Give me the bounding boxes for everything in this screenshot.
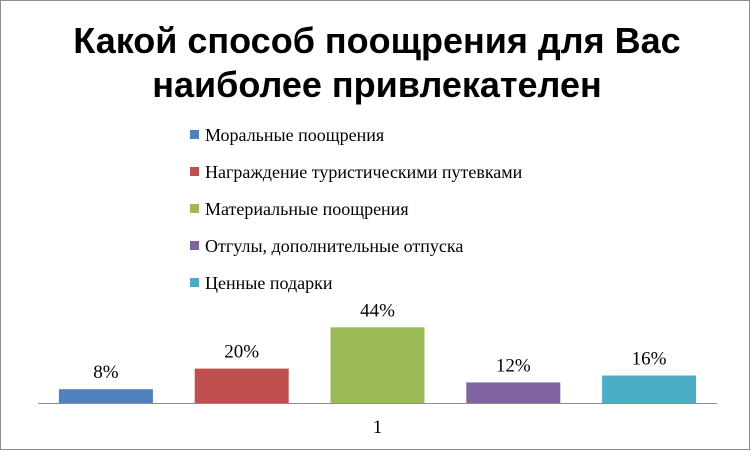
legend-swatch bbox=[190, 130, 199, 139]
data-label: 12% bbox=[496, 355, 531, 376]
legend-label: Награждение туристическими путевками bbox=[205, 162, 523, 182]
bar bbox=[194, 368, 289, 403]
legend-label: Моральные поощрения bbox=[205, 125, 385, 145]
legend-swatch bbox=[190, 241, 199, 250]
bar bbox=[602, 375, 697, 403]
legend-swatch bbox=[190, 278, 199, 287]
legend-swatch bbox=[190, 204, 199, 213]
data-label: 20% bbox=[224, 342, 259, 363]
legend-label: Материальные поощрения bbox=[205, 199, 409, 219]
bar bbox=[58, 389, 153, 403]
legend-label: Ценные подарки bbox=[205, 273, 333, 293]
chart-title-line-2: наиболее привлекателен bbox=[152, 64, 602, 105]
x-tick-label: 1 bbox=[373, 417, 383, 438]
data-label: 44% bbox=[360, 300, 395, 321]
bar bbox=[466, 382, 561, 403]
chart-title-line-1: Какой способ поощрения для Вас bbox=[73, 20, 681, 61]
legend-swatch bbox=[190, 167, 199, 176]
data-label: 16% bbox=[632, 349, 667, 370]
data-label: 8% bbox=[93, 362, 119, 383]
bar bbox=[330, 327, 425, 403]
legend-label: Отгулы, дополнительные отпуска bbox=[205, 236, 464, 256]
chart-title: Какой способ поощрения для Вас наиболее … bbox=[1, 19, 752, 107]
